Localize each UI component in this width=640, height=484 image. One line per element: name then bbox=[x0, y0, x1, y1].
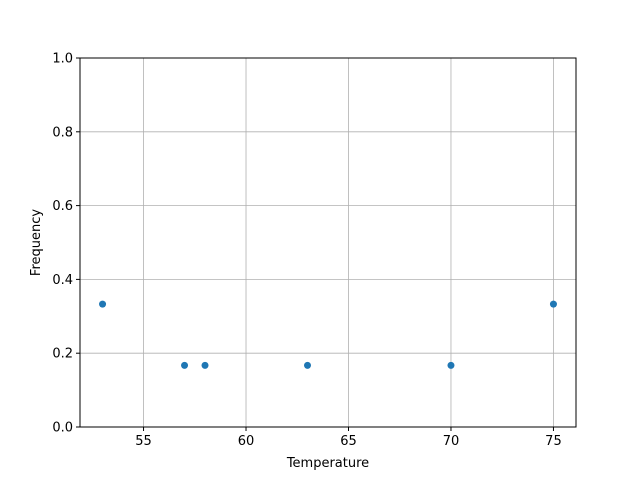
x-tick-label: 65 bbox=[340, 434, 357, 449]
data-point bbox=[549, 300, 557, 308]
data-point bbox=[99, 300, 107, 308]
y-tick-label: 0.8 bbox=[52, 125, 73, 140]
plot-frame bbox=[79, 57, 577, 428]
x-axis-label: Temperature bbox=[286, 456, 369, 471]
x-tick-label: 70 bbox=[443, 434, 460, 449]
y-axis-ticks: 0.0 0.2 0.4 0.6 0.8 1.0 bbox=[52, 52, 80, 436]
y-tick-label: 0.6 bbox=[52, 199, 73, 214]
data-point bbox=[304, 361, 312, 369]
y-axis-label: Frequency bbox=[29, 209, 44, 276]
grid bbox=[80, 57, 576, 428]
y-tick-label: 0.2 bbox=[52, 347, 73, 362]
y-tick-label: 0.4 bbox=[52, 273, 73, 288]
y-tick-label: 1.0 bbox=[52, 52, 73, 67]
x-tick-label: 60 bbox=[238, 434, 255, 449]
data-points bbox=[99, 300, 557, 369]
data-point bbox=[201, 361, 209, 369]
y-tick-label: 0.0 bbox=[52, 421, 73, 436]
data-point bbox=[181, 361, 189, 369]
x-tick-label: 55 bbox=[135, 434, 152, 449]
x-tick-label: 75 bbox=[545, 434, 562, 449]
data-point bbox=[447, 361, 455, 369]
x-axis-ticks: 55 60 65 70 75 bbox=[135, 427, 562, 449]
